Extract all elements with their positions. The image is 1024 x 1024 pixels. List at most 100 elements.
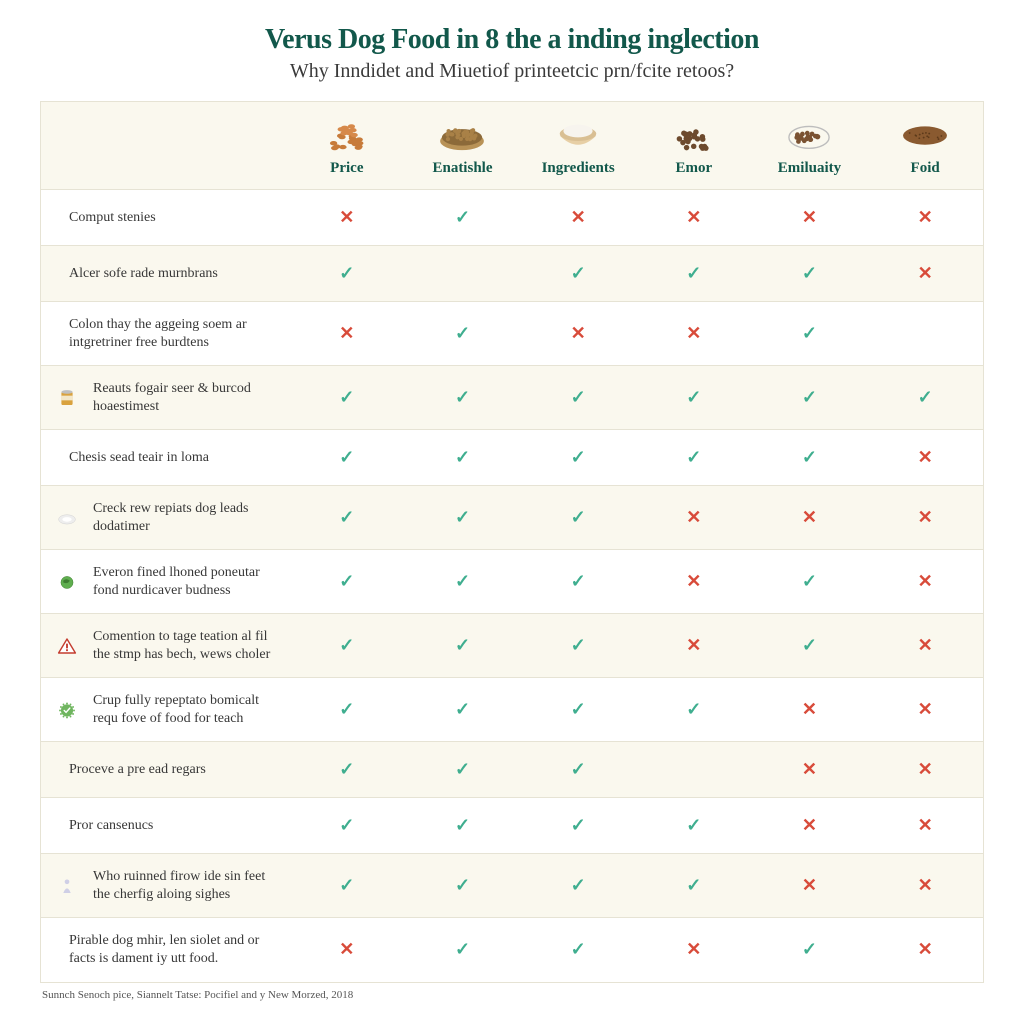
check-icon: ✓ <box>339 263 354 283</box>
mark-cell: ✓ <box>520 550 636 614</box>
mark-cell: ✕ <box>752 798 868 854</box>
check-icon: ✓ <box>571 263 586 283</box>
mark-cell <box>867 302 983 366</box>
cross-icon: ✕ <box>918 263 933 283</box>
check-icon: ✓ <box>571 507 586 527</box>
mark-cell: ✕ <box>867 190 983 246</box>
mark-cell: ✕ <box>867 798 983 854</box>
table-row: Colon thay the aggeing soem ar intgretri… <box>41 302 983 366</box>
mark-cell: ✓ <box>520 486 636 550</box>
footnote: Sunnch Senoch pice, Siannelt Tatse: Poci… <box>40 983 984 1001</box>
figure-icon <box>53 872 81 900</box>
check-icon: ✓ <box>339 571 354 591</box>
column-header: Ingredients <box>520 102 636 190</box>
plate-icon <box>53 504 81 532</box>
kibble-bowl-gold-icon <box>434 110 490 152</box>
mark-cell: ✓ <box>405 742 521 798</box>
mark-cell: ✓ <box>752 918 868 982</box>
mark-cell: ✕ <box>752 854 868 918</box>
mark-cell: ✓ <box>405 678 521 742</box>
cross-icon: ✕ <box>918 571 933 591</box>
mark-cell: ✓ <box>636 430 752 486</box>
mark-cell: ✓ <box>289 366 405 430</box>
mark-cell: ✓ <box>752 430 868 486</box>
check-icon: ✓ <box>339 507 354 527</box>
mark-cell: ✓ <box>289 246 405 302</box>
mark-cell: ✓ <box>752 366 868 430</box>
check-icon: ✓ <box>455 387 470 407</box>
mark-cell: ✓ <box>752 302 868 366</box>
check-icon: ✓ <box>455 875 470 895</box>
table-row: Comput stenies✕✓✕✕✕✕ <box>41 190 983 246</box>
mark-cell: ✕ <box>867 246 983 302</box>
header-empty <box>41 102 289 190</box>
mark-cell: ✕ <box>752 486 868 550</box>
mark-cell: ✕ <box>867 486 983 550</box>
cross-icon: ✕ <box>918 447 933 467</box>
table-row: Reauts fogair seer & burcod hoaestimest ✓… <box>41 366 983 430</box>
cross-icon: ✕ <box>918 635 933 655</box>
check-icon: ✓ <box>802 323 817 343</box>
row-label-cell: Comput stenies <box>41 190 289 246</box>
column-header: Emor <box>636 102 752 190</box>
mark-cell: ✓ <box>405 190 521 246</box>
page-title: Verus Dog Food in 8 the a inding inglect… <box>40 24 984 56</box>
row-label: Creck rew repiats dog leads dodatimer <box>93 501 249 534</box>
comparison-table-wrap: PriceEnatishleIngredientsEmorEmiluaityFo… <box>40 101 984 983</box>
row-label: Comention to tage teation al fil the stm… <box>93 629 270 662</box>
mark-cell: ✓ <box>405 798 521 854</box>
mark-cell: ✓ <box>289 430 405 486</box>
mark-cell: ✓ <box>752 246 868 302</box>
check-icon: ✓ <box>571 387 586 407</box>
cross-icon: ✕ <box>802 875 817 895</box>
table-header: PriceEnatishleIngredientsEmorEmiluaityFo… <box>41 102 983 190</box>
row-label-cell: Chesis sead teair in loma <box>41 430 289 486</box>
check-icon: ✓ <box>571 699 586 719</box>
column-label: Emor <box>640 160 748 177</box>
table-row: Proceve a pre ead regars✓✓✓✕✕ <box>41 742 983 798</box>
cross-icon: ✕ <box>802 699 817 719</box>
check-icon: ✓ <box>686 699 701 719</box>
check-icon: ✓ <box>686 447 701 467</box>
row-label-cell: Alcer sofe rade murnbrans <box>41 246 289 302</box>
check-icon: ✓ <box>802 263 817 283</box>
table-row: Everon fined lhoned poneutar fond nurdic… <box>41 550 983 614</box>
row-label-cell: Colon thay the aggeing soem ar intgretri… <box>41 302 289 366</box>
warn-triangle-icon <box>53 632 81 660</box>
mark-cell: ✓ <box>636 366 752 430</box>
table-row: Creck rew repiats dog leads dodatimer✓✓✓… <box>41 486 983 550</box>
check-icon: ✓ <box>339 699 354 719</box>
cross-icon: ✕ <box>686 635 701 655</box>
row-label: Pirable dog mhir, len siolet and or fact… <box>69 933 259 966</box>
mark-cell: ✓ <box>520 246 636 302</box>
row-label-cell: Pirable dog mhir, len siolet and or fact… <box>41 918 289 982</box>
cross-icon: ✕ <box>918 759 933 779</box>
mark-cell: ✓ <box>289 550 405 614</box>
check-icon: ✓ <box>455 759 470 779</box>
check-icon: ✓ <box>339 875 354 895</box>
mark-cell: ✓ <box>867 366 983 430</box>
cross-icon: ✕ <box>686 939 701 959</box>
row-label: Reauts fogair seer & burcod hoaestimest <box>93 381 251 414</box>
mark-cell: ✕ <box>289 918 405 982</box>
check-icon: ✓ <box>571 815 586 835</box>
table-row: Alcer sofe rade murnbrans✓✓✓✓✕ <box>41 246 983 302</box>
check-icon: ✓ <box>686 875 701 895</box>
mark-cell: ✕ <box>752 190 868 246</box>
check-icon: ✓ <box>339 815 354 835</box>
check-icon: ✓ <box>571 939 586 959</box>
globe-green-icon <box>53 568 81 596</box>
row-label: Proceve a pre ead regars <box>69 762 206 777</box>
mark-cell: ✓ <box>520 742 636 798</box>
mark-cell: ✓ <box>520 918 636 982</box>
check-icon: ✓ <box>686 815 701 835</box>
column-label: Ingredients <box>524 160 632 177</box>
mark-cell: ✕ <box>867 614 983 678</box>
mark-cell: ✓ <box>752 614 868 678</box>
mark-cell: ✓ <box>289 486 405 550</box>
mark-cell: ✕ <box>636 486 752 550</box>
check-icon: ✓ <box>455 699 470 719</box>
row-label-cell: Crup fully repeptato bomicalt requ fove … <box>41 678 289 742</box>
seal-green-icon <box>53 696 81 724</box>
mark-cell: ✓ <box>289 798 405 854</box>
